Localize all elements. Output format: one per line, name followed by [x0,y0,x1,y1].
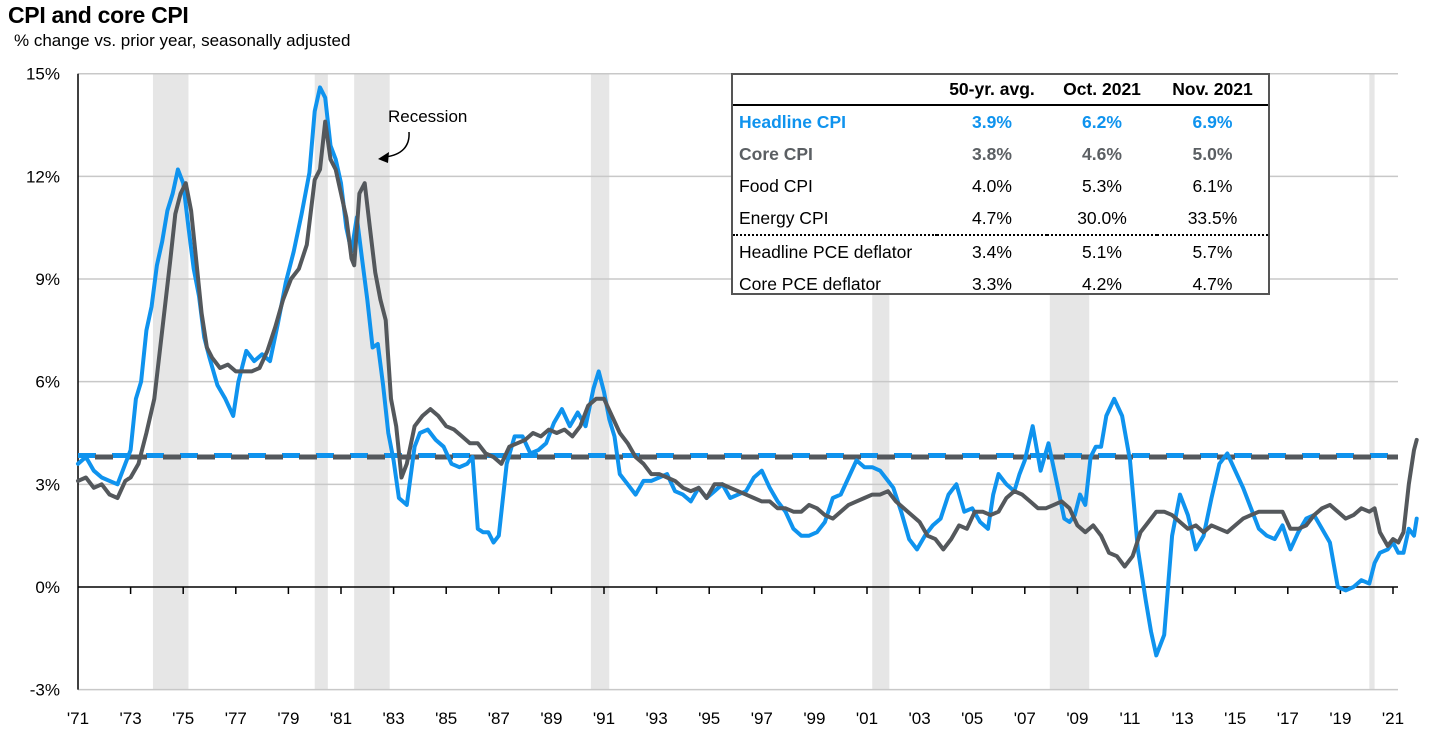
x-axis: '71 '73 '75 '77 '79 '81 '83 '85 '87 '89 '91 '93 '95 '… [67,586,1404,728]
row-label: Energy CPI [733,202,937,236]
cell-nov: 6.1% [1192,175,1233,196]
y-tick-label: 9% [35,270,60,289]
x-tick-label: '01 [856,709,878,728]
row-label: Core CPI [739,143,813,164]
cell-oct: 6.2% [1082,111,1122,132]
headline-cpi-line [76,85,1419,658]
x-tick-label: '79 [277,709,299,728]
cell-nov: 5.7% [1192,241,1233,262]
x-tick-label: '13 [1172,709,1194,728]
x-tick-label: '75 [172,709,194,728]
x-tick-label: '97 [751,709,773,728]
table-header-label [733,75,937,106]
stats-table: 50-yr. avg. Oct. 2021 Nov. 2021 Headline… [731,73,1270,295]
cell-nov: 5.0% [1192,143,1233,164]
table-row: Headline CPI 3.9% 6.2% 6.9% [733,105,1268,138]
table-row: Food CPI 4.0% 5.3% 6.1% [733,170,1268,202]
y-tick-label: -3% [30,681,60,700]
cell-nov: 4.7% [1192,273,1233,294]
cell-50yr: 4.0% [972,175,1012,196]
table-header-50yr: 50-yr. avg. [937,75,1047,106]
recession-annotation: Recession [378,107,467,163]
x-tick-label: '89 [540,709,562,728]
series-lines [76,85,1419,658]
x-tick-label: '93 [646,709,668,728]
x-tick-label: '95 [698,709,720,728]
recession-arrow-curve [384,131,410,158]
y-tick-label: 15% [26,65,60,84]
x-tick-label: '21 [1382,709,1404,728]
average-lines [78,453,1398,460]
cell-50yr: 3.9% [972,111,1012,132]
x-tick-label: '17 [1277,709,1299,728]
x-tick-label: '99 [803,709,825,728]
cell-oct: 5.3% [1082,175,1122,196]
table-row: Core CPI 3.8% 4.6% 5.0% [733,138,1268,170]
y-tick-label: 12% [26,167,60,186]
cell-oct: 4.6% [1082,143,1122,164]
x-tick-label: '71 [67,709,89,728]
row-label: Food CPI [739,175,813,196]
cell-50yr: 4.7% [937,202,1047,236]
y-tick-label: 3% [35,475,60,494]
table-header-oct: Oct. 2021 [1047,75,1157,106]
cell-50yr: 3.4% [972,241,1012,262]
arrowhead-icon [378,152,389,163]
x-tick-label: '05 [961,709,983,728]
x-tick-label: '03 [909,709,931,728]
cell-50yr: 3.8% [972,143,1012,164]
table-row: Energy CPI 4.7% 30.0% 33.5% [733,202,1268,236]
x-tick-label: '91 [593,709,615,728]
cell-50yr: 3.3% [972,273,1012,294]
x-tick-label: '87 [488,709,510,728]
y-tick-label: 6% [35,373,60,392]
x-tick-label: '77 [225,709,247,728]
x-tick-label: '81 [330,709,352,728]
recession-label: Recession [388,107,467,126]
y-axis: -3% 0% 3% 6% 9% 12% 15% [26,65,79,700]
x-tick-label: '07 [1014,709,1036,728]
row-label: Headline CPI [739,111,846,132]
x-tick-label: '11 [1120,709,1141,728]
row-label: Core PCE deflator [739,273,882,294]
row-label: Headline PCE deflator [739,241,913,262]
table-header-nov: Nov. 2021 [1157,75,1268,106]
x-tick-label: '73 [120,709,142,728]
cell-nov: 6.9% [1192,111,1233,132]
chart-subtitle: % change vs. prior year, seasonally adju… [14,31,351,50]
x-tick-label: '15 [1224,709,1246,728]
cell-oct: 5.1% [1082,241,1122,262]
cell-nov: 33.5% [1157,202,1268,236]
chart-title: CPI and core CPI [8,2,189,28]
x-tick-label: '09 [1066,709,1088,728]
table-row: Headline PCE deflator 3.4% 5.1% 5.7% [733,235,1268,268]
x-tick-label: '85 [435,709,457,728]
y-tick-label: 0% [35,578,60,597]
cell-oct: 4.2% [1082,273,1122,294]
table-row: Core PCE deflator 3.3% 4.2% 4.7% [733,268,1268,300]
x-tick-label: '83 [383,709,405,728]
x-tick-label: '19 [1329,709,1351,728]
cell-oct: 30.0% [1047,202,1157,236]
core-cpi-line [76,119,1419,569]
